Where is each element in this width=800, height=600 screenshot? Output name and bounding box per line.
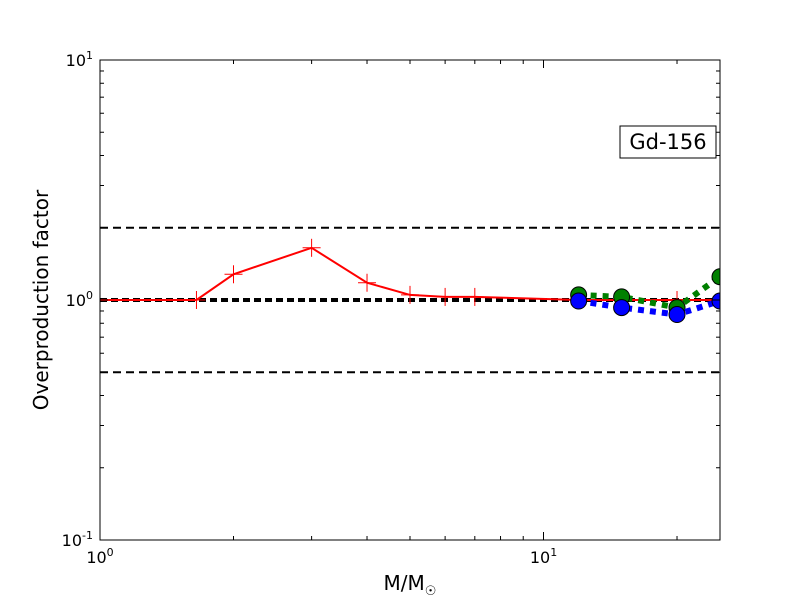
series-0-point [302, 238, 321, 257]
series-0-point [465, 287, 484, 306]
y-tick-label: 101 [66, 49, 93, 70]
tick-marks [99, 59, 720, 541]
series-2-point [668, 306, 686, 324]
series-1-point [711, 268, 720, 286]
series-2-point [613, 299, 631, 317]
series-2-line [578, 298, 720, 318]
x-axis-label-main: M/M [384, 571, 425, 595]
series-2 [570, 292, 720, 324]
series-0-point [401, 285, 419, 304]
annotation-label: Gd-156 [629, 130, 706, 154]
isotope-annotation: Gd-156 [619, 125, 717, 159]
x-axis-label-sub: ☉ [425, 584, 437, 599]
series-0-point [187, 291, 206, 309]
series-1 [570, 268, 720, 317]
data-series [100, 238, 720, 324]
y-axis-label: Overproduction factor [29, 189, 53, 410]
y-tick-label: 100 [66, 289, 93, 310]
annotation-box [619, 125, 717, 159]
x-axis-label: M/M☉ [384, 571, 437, 599]
series-2-point [570, 292, 588, 310]
series-0-point [358, 273, 377, 292]
x-tick-label: 100 [86, 546, 113, 567]
x-tick-label: 101 [530, 546, 557, 567]
series-1-line [578, 274, 720, 311]
series-0-point [224, 265, 243, 284]
series-0-point [436, 287, 455, 306]
series-2-point [711, 292, 720, 310]
y-tick-label: 10-1 [62, 529, 93, 550]
